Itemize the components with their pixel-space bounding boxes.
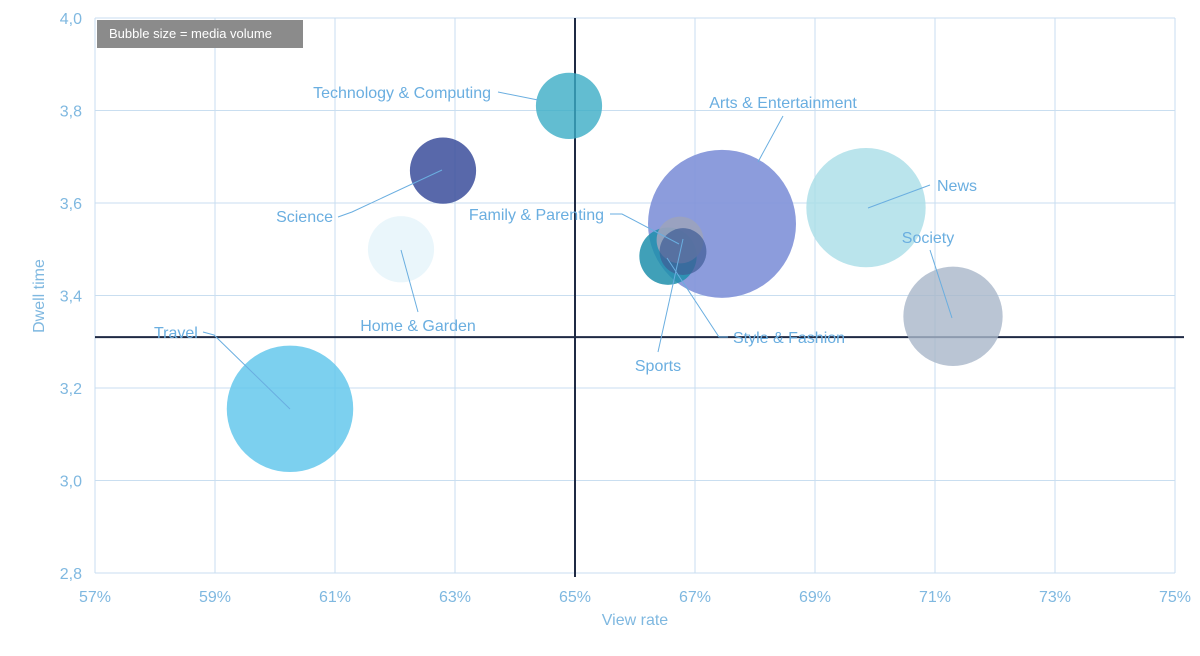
x-tick-label: 65% [559,589,591,606]
leader-line [400,249,419,313]
bubble-label: News [937,178,977,195]
leader-line [337,169,443,218]
y-tick-label: 2,8 [60,566,82,583]
y-tick-label: 3,2 [60,381,82,398]
y-tick-label: 3,4 [60,289,82,306]
x-tick-label: 67% [679,589,711,606]
bubble [367,216,435,283]
x-tick-label: 73% [1039,589,1071,606]
y-tick-label: 4,0 [60,11,82,28]
bubble-label: Society [902,230,954,247]
x-tick-label: 63% [439,589,471,606]
x-tick-label: 75% [1159,589,1191,606]
bubble [806,147,926,268]
bubble-label: Science [276,209,333,226]
x-tick-label: 71% [919,589,951,606]
x-axis-title: View rate [601,612,669,629]
bubble-label: Home & Garden [360,318,476,335]
bubble-label: Arts & Entertainment [709,95,857,112]
bubble-label: Sports [635,358,681,375]
x-tick-label: 59% [199,589,231,606]
x-tick-label: 61% [319,589,351,606]
leader-line [610,213,680,245]
y-axis-title: Dwell time [31,259,48,333]
y-tick-label: 3,0 [60,474,82,491]
leader-line [497,91,539,101]
bubble-label: Technology & Computing [313,85,491,102]
y-tick-label: 3,6 [60,196,82,213]
leader-line [202,331,291,410]
leader-line [666,257,728,338]
leader-line [867,184,931,209]
leader-line [657,238,684,353]
leader-line [929,249,953,319]
y-tick-label: 3,8 [60,104,82,121]
leader-line [757,115,784,163]
bubble [409,137,477,204]
bubble-label: Travel [154,325,198,342]
bubble [659,228,707,275]
bubble [903,266,1003,366]
bubble-label: Family & Parenting [469,207,604,224]
bubble [535,72,603,139]
bubble-label: Style & Fashion [733,330,845,347]
x-tick-label: 57% [79,589,111,606]
bubble-size-note: Bubble size = media volume [97,20,303,48]
x-tick-label: 69% [799,589,831,606]
